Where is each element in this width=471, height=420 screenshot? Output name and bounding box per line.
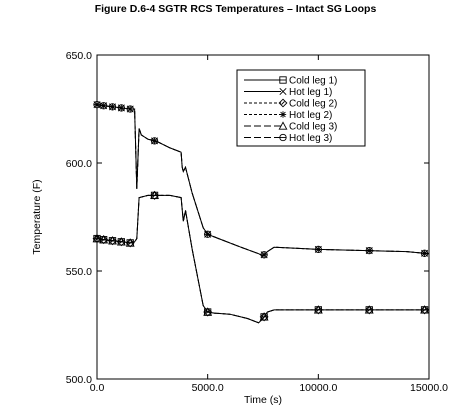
plot-frame: [96, 54, 430, 380]
legend-label: Cold leg 1): [289, 76, 337, 87]
y-tick-label: 550.0: [66, 266, 92, 278]
legend-label: Hot leg 1): [289, 87, 332, 98]
legend-marker: [278, 121, 288, 130]
series-5-marker: [99, 235, 109, 244]
series-6-marker: [204, 230, 212, 238]
series-line-3: [96, 194, 429, 324]
legend-marker: [279, 76, 287, 84]
series-line-6: [96, 104, 430, 257]
series-6-marker: [99, 102, 108, 110]
legend-label: Cold leg 3): [289, 122, 337, 133]
series-6-marker: [108, 103, 117, 111]
series-line-5: [96, 194, 429, 324]
x-tick-label: 5000.0: [192, 382, 224, 394]
legend: Cold leg 1)Hot leg 1)Cold leg 2)Hot leg …: [236, 69, 366, 147]
legend-marker: [279, 133, 287, 142]
x-tick-label: 15000.0: [410, 382, 448, 394]
series-6-marker: [260, 251, 268, 259]
legend-label: Hot leg 3): [289, 133, 332, 144]
series-5-marker: [420, 305, 430, 314]
y-axis-label: Temperature (F): [31, 179, 43, 254]
figure-title: Figure D.6-4 SGTR RCS Temperatures – Int…: [94, 3, 377, 15]
y-tick-label: 650.0: [66, 50, 92, 62]
axis-ticks: 0.0 5000.0 10000.0 15000.0 500.0 550.0 600.0 65…: [66, 50, 448, 394]
x-axis-label: Time (s): [244, 394, 282, 406]
series-5-marker: [150, 190, 159, 200]
y-tick-label: 500.0: [66, 374, 92, 386]
series-5-marker: [108, 236, 117, 245]
series-5-marker: [92, 233, 102, 243]
series-6-marker: [365, 246, 373, 255]
legend-marker: [279, 111, 287, 118]
series-6-marker: [420, 249, 429, 257]
series-line-1: [96, 194, 429, 324]
series-5-marker: [203, 307, 213, 316]
legend-marker: [279, 87, 287, 96]
y-tick-label: 600.0: [66, 158, 92, 170]
series-6-marker: [150, 137, 159, 145]
legend-label: Cold leg 2): [289, 99, 337, 110]
series-5-marker: [125, 238, 135, 247]
legend-label: Hot leg 2): [289, 110, 332, 121]
series-6-marker: [126, 105, 134, 113]
series-5-marker: [116, 237, 126, 246]
series-markers: [92, 101, 430, 322]
series-6-marker: [117, 104, 125, 112]
legend-marker: [278, 98, 288, 108]
series-5-marker: [259, 312, 269, 321]
series-6-marker: [314, 245, 322, 254]
x-tick-label: 0.0: [90, 382, 105, 394]
legend-box: [236, 69, 366, 147]
x-tick-label: 10000.0: [299, 382, 337, 394]
series-5-marker: [364, 305, 374, 314]
series-5-marker: [313, 305, 323, 314]
